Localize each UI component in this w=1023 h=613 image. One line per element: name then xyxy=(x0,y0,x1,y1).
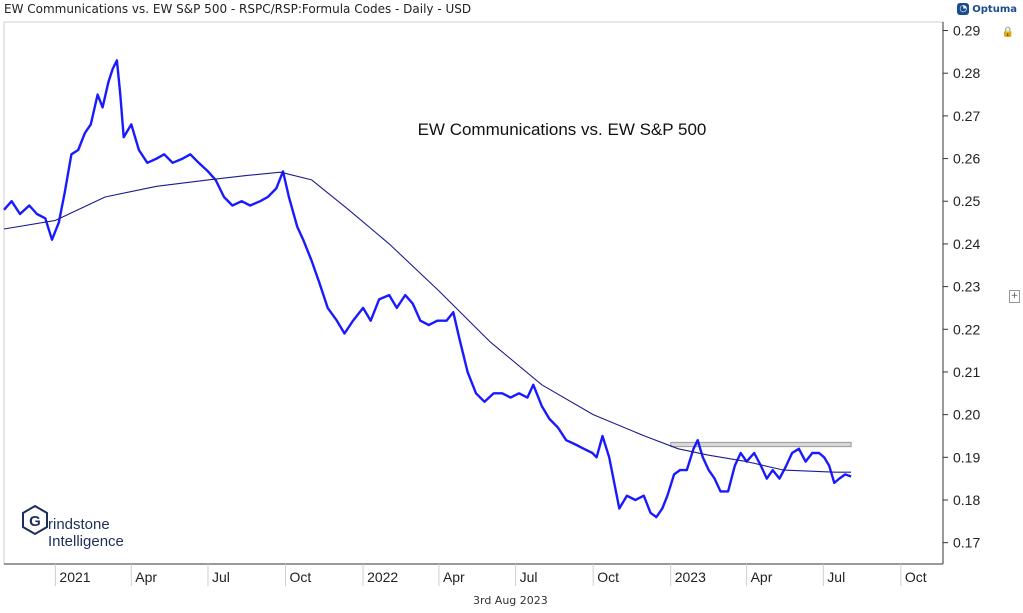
moving-average-line xyxy=(3,171,852,473)
plot-frame xyxy=(3,21,944,565)
watermark-line1: rindstone xyxy=(48,516,110,533)
x-tick-label: Oct xyxy=(290,569,312,585)
watermark-line2: Intelligence xyxy=(48,533,124,550)
x-tick-label: 2021 xyxy=(59,569,90,585)
resistance-zone xyxy=(670,441,852,448)
price-line xyxy=(3,59,852,519)
brand: ◔ Optuma xyxy=(957,3,1017,15)
y-tick-label: 0.25 xyxy=(953,193,980,209)
y-tick-label: 0.20 xyxy=(953,407,980,423)
series-lines xyxy=(3,59,852,519)
y-tick-label: 0.17 xyxy=(953,535,980,551)
chart-header-title: EW Communications vs. EW S&P 500 - RSPC/… xyxy=(4,2,472,16)
y-tick-label: 0.22 xyxy=(953,321,980,337)
date-stamp: 3rd Aug 2023 xyxy=(473,594,548,607)
lock-icon[interactable]: 🔒 xyxy=(1001,27,1014,38)
y-tick-label: 0.28 xyxy=(953,65,980,81)
y-tick-label: 0.19 xyxy=(953,449,980,465)
x-tick-label: 2022 xyxy=(367,569,398,585)
y-tick-label: 0.24 xyxy=(953,236,980,252)
x-tick-label: Apr xyxy=(443,569,465,585)
y-tick-label: 0.26 xyxy=(953,151,980,167)
optuma-logo-icon: ◔ xyxy=(957,3,970,15)
x-tick-label: 2023 xyxy=(675,569,706,585)
expand-plus-icon[interactable]: + xyxy=(1009,290,1020,303)
y-tick-label: 0.18 xyxy=(953,492,980,508)
svg-text:G: G xyxy=(29,513,41,530)
resistance-zones xyxy=(670,441,852,448)
x-tick-label: Apr xyxy=(135,569,157,585)
x-tick-label: Jul xyxy=(827,569,845,585)
y-tick-label: 0.21 xyxy=(953,364,980,380)
x-tick-label: Apr xyxy=(751,569,773,585)
y-tick-label: 0.29 xyxy=(953,23,980,39)
grindstone-logo-icon: G xyxy=(22,504,48,536)
x-tick-label: Oct xyxy=(905,569,927,585)
x-tick-label: Oct xyxy=(597,569,619,585)
brand-name: Optuma xyxy=(972,3,1017,15)
x-tick-label: Jul xyxy=(520,569,538,585)
y-axis: 0.17 0.18 0.19 0.20 0.21 0.22 0.23 0.24 0.25 0.26… xyxy=(942,22,980,564)
y-tick-label: 0.27 xyxy=(953,108,980,124)
x-tick-label: Jul xyxy=(212,569,230,585)
x-axis: 2021 Apr Jul Oct 2022 Apr Jul Oct 2023 Apr Jul Oct xyxy=(4,563,943,586)
y-tick-label: 0.23 xyxy=(953,279,980,295)
chart-title: EW Communications vs. EW S&P 500 xyxy=(418,120,707,139)
